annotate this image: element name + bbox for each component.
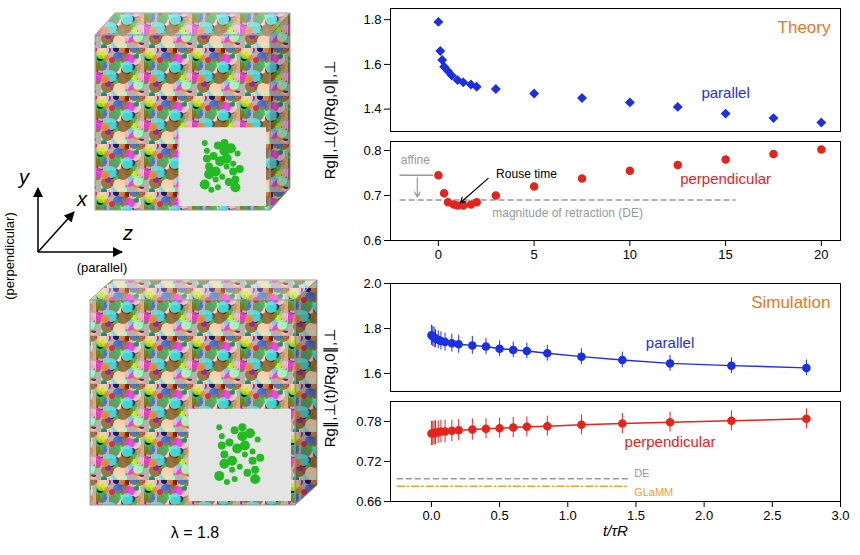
svg-text:perpendicular: perpendicular [625,433,716,450]
svg-text:1.5: 1.5 [627,508,645,523]
svg-text:affine: affine [401,153,430,167]
svg-text:0.5: 0.5 [491,508,509,523]
svg-text:1.6: 1.6 [363,366,381,381]
svg-text:5: 5 [530,247,537,262]
svg-text:1.0: 1.0 [559,508,577,523]
svg-text:0.72: 0.72 [356,454,381,469]
svg-text:0: 0 [435,247,442,262]
svg-text:x: x [76,188,88,210]
svg-text:10: 10 [623,247,637,262]
svg-text:(parallel): (parallel) [77,260,128,275]
svg-text:y: y [17,166,30,188]
svg-text:Simulation: Simulation [751,293,830,312]
svg-text:0.78: 0.78 [356,414,381,429]
svg-text:20: 20 [814,247,828,262]
svg-text:(perpendicular): (perpendicular) [2,212,17,299]
svg-text:1.4: 1.4 [363,101,381,116]
svg-text:perpendicular: perpendicular [680,170,771,187]
svg-text:Rg∥,⊥(t)/Rg,0∥,⊥: Rg∥,⊥(t)/Rg,0∥,⊥ [321,61,339,180]
svg-text:15: 15 [718,247,732,262]
svg-text:Rouse time: Rouse time [496,167,557,181]
svg-text:1.8: 1.8 [363,321,381,336]
svg-text:Rg∥,⊥(t)/Rg,0∥,⊥: Rg∥,⊥(t)/Rg,0∥,⊥ [321,329,339,448]
svg-text:parallel: parallel [646,334,694,351]
svg-text:2.5: 2.5 [763,508,781,523]
svg-text:Theory: Theory [778,18,831,37]
svg-text:0.6: 0.6 [363,233,381,248]
svg-text:0.7: 0.7 [363,188,381,203]
svg-text:2.0: 2.0 [695,508,713,523]
svg-text:t/τR: t/τR [603,522,628,539]
svg-text:1.6: 1.6 [363,57,381,72]
svg-text:GLaMM: GLaMM [634,486,673,498]
svg-text:DE: DE [634,467,649,479]
svg-text:parallel: parallel [701,84,749,101]
svg-text:3.0: 3.0 [831,508,849,523]
svg-text:0.66: 0.66 [356,494,381,509]
svg-text:z: z [122,222,133,244]
svg-text:0.0: 0.0 [422,508,440,523]
svg-text:2.0: 2.0 [363,276,381,291]
svg-text:magnitude of retraction (DE): magnitude of retraction (DE) [492,206,643,220]
svg-text:1.8: 1.8 [363,12,381,27]
svg-text:0.8: 0.8 [363,143,381,158]
svg-text:λ = 1.8: λ = 1.8 [171,524,220,541]
